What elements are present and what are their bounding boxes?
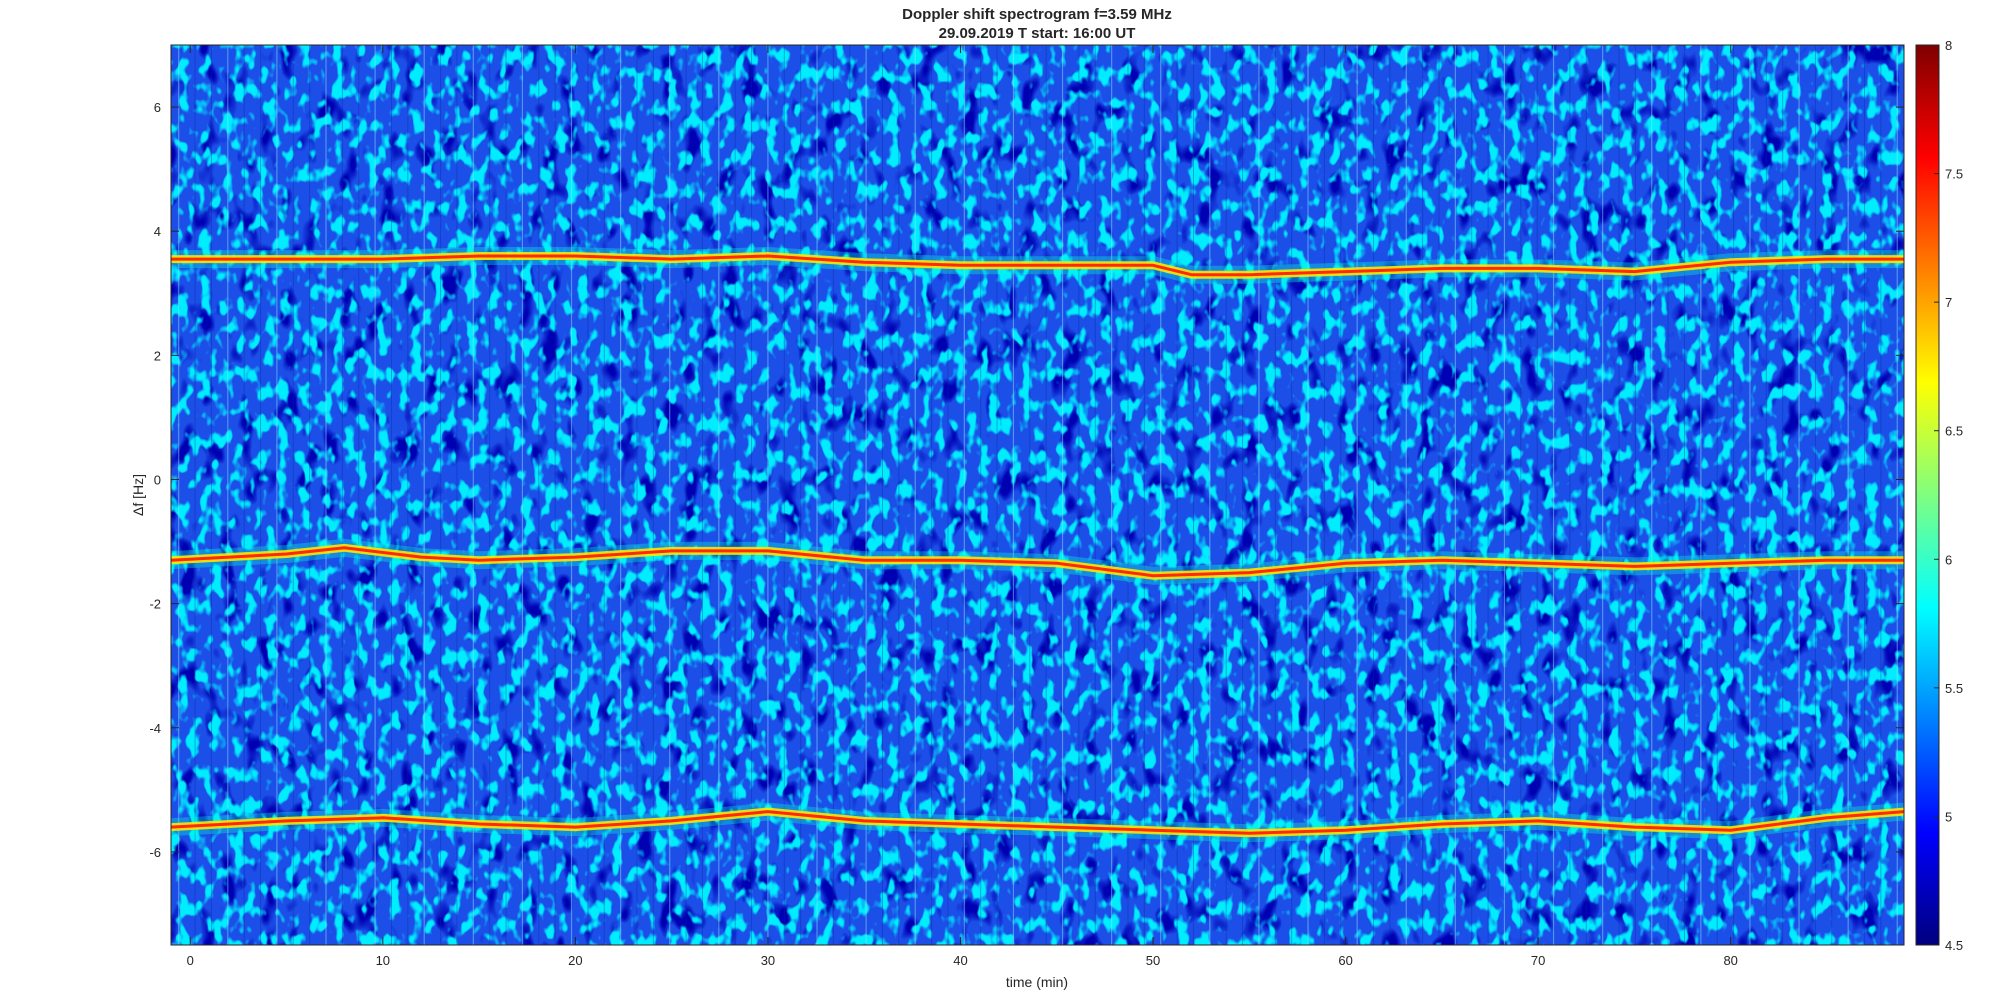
- x-axis-label: time (min): [1006, 974, 1068, 990]
- x-tick-label: 0: [187, 953, 194, 968]
- x-tick-label: 50: [1146, 953, 1160, 968]
- spectrogram-noise: [171, 45, 1904, 945]
- chart-subtitle: 29.09.2019 T start: 16:00 UT: [939, 25, 1136, 42]
- x-tick-label: 10: [376, 953, 390, 968]
- y-tick-label: -4: [149, 721, 161, 736]
- x-tick-label: 80: [1723, 953, 1737, 968]
- colorbar-tick-label: 5: [1945, 809, 1952, 824]
- trace-line-0: [171, 254, 1904, 277]
- vertical-streaks: [178, 45, 1898, 945]
- chart-title: Doppler shift spectrogram f=3.59 MHz: [902, 6, 1172, 23]
- colorbar-tick-label: 6: [1945, 552, 1952, 567]
- y-tick-label: 2: [154, 348, 161, 363]
- trace-line-1: [171, 546, 1904, 578]
- colorbar-tick-label: 4.5: [1945, 938, 1963, 953]
- x-tick-label: 40: [953, 953, 967, 968]
- y-tick-label: -6: [149, 845, 161, 860]
- y-tick-label: 6: [154, 100, 161, 115]
- colorbar-tick-label: 5.5: [1945, 681, 1963, 696]
- colorbar-tick-label: 7.5: [1945, 167, 1963, 182]
- x-tick-label: 60: [1338, 953, 1352, 968]
- y-tick-label: 4: [154, 224, 161, 239]
- x-tick-label: 20: [568, 953, 582, 968]
- y-axis-label: Δf [Hz]: [130, 474, 146, 516]
- y-tick-label: 0: [154, 472, 161, 487]
- doppler-traces: [171, 247, 1904, 843]
- colorbar-tick-label: 6.5: [1945, 424, 1963, 439]
- colorbar-ticks: 4.5 5 5.5 6 6.5 7 7.5 8: [1934, 38, 1963, 953]
- colorbar: [1915, 44, 1940, 946]
- y-tick-label: -2: [149, 597, 161, 612]
- x-axis-ticks: 0 10 20 30 40 50 60 70 80: [187, 45, 1738, 968]
- y-axis-ticks: -6 -4 -2 0 2 4 6: [149, 100, 1904, 860]
- x-tick-label: 30: [761, 953, 775, 968]
- plot-frame: [170, 44, 1905, 946]
- colorbar-tick-label: 7: [1945, 295, 1952, 310]
- trace-line-2: [171, 810, 1904, 835]
- x-tick-label: 70: [1531, 953, 1545, 968]
- colorbar-tick-label: 8: [1945, 38, 1952, 53]
